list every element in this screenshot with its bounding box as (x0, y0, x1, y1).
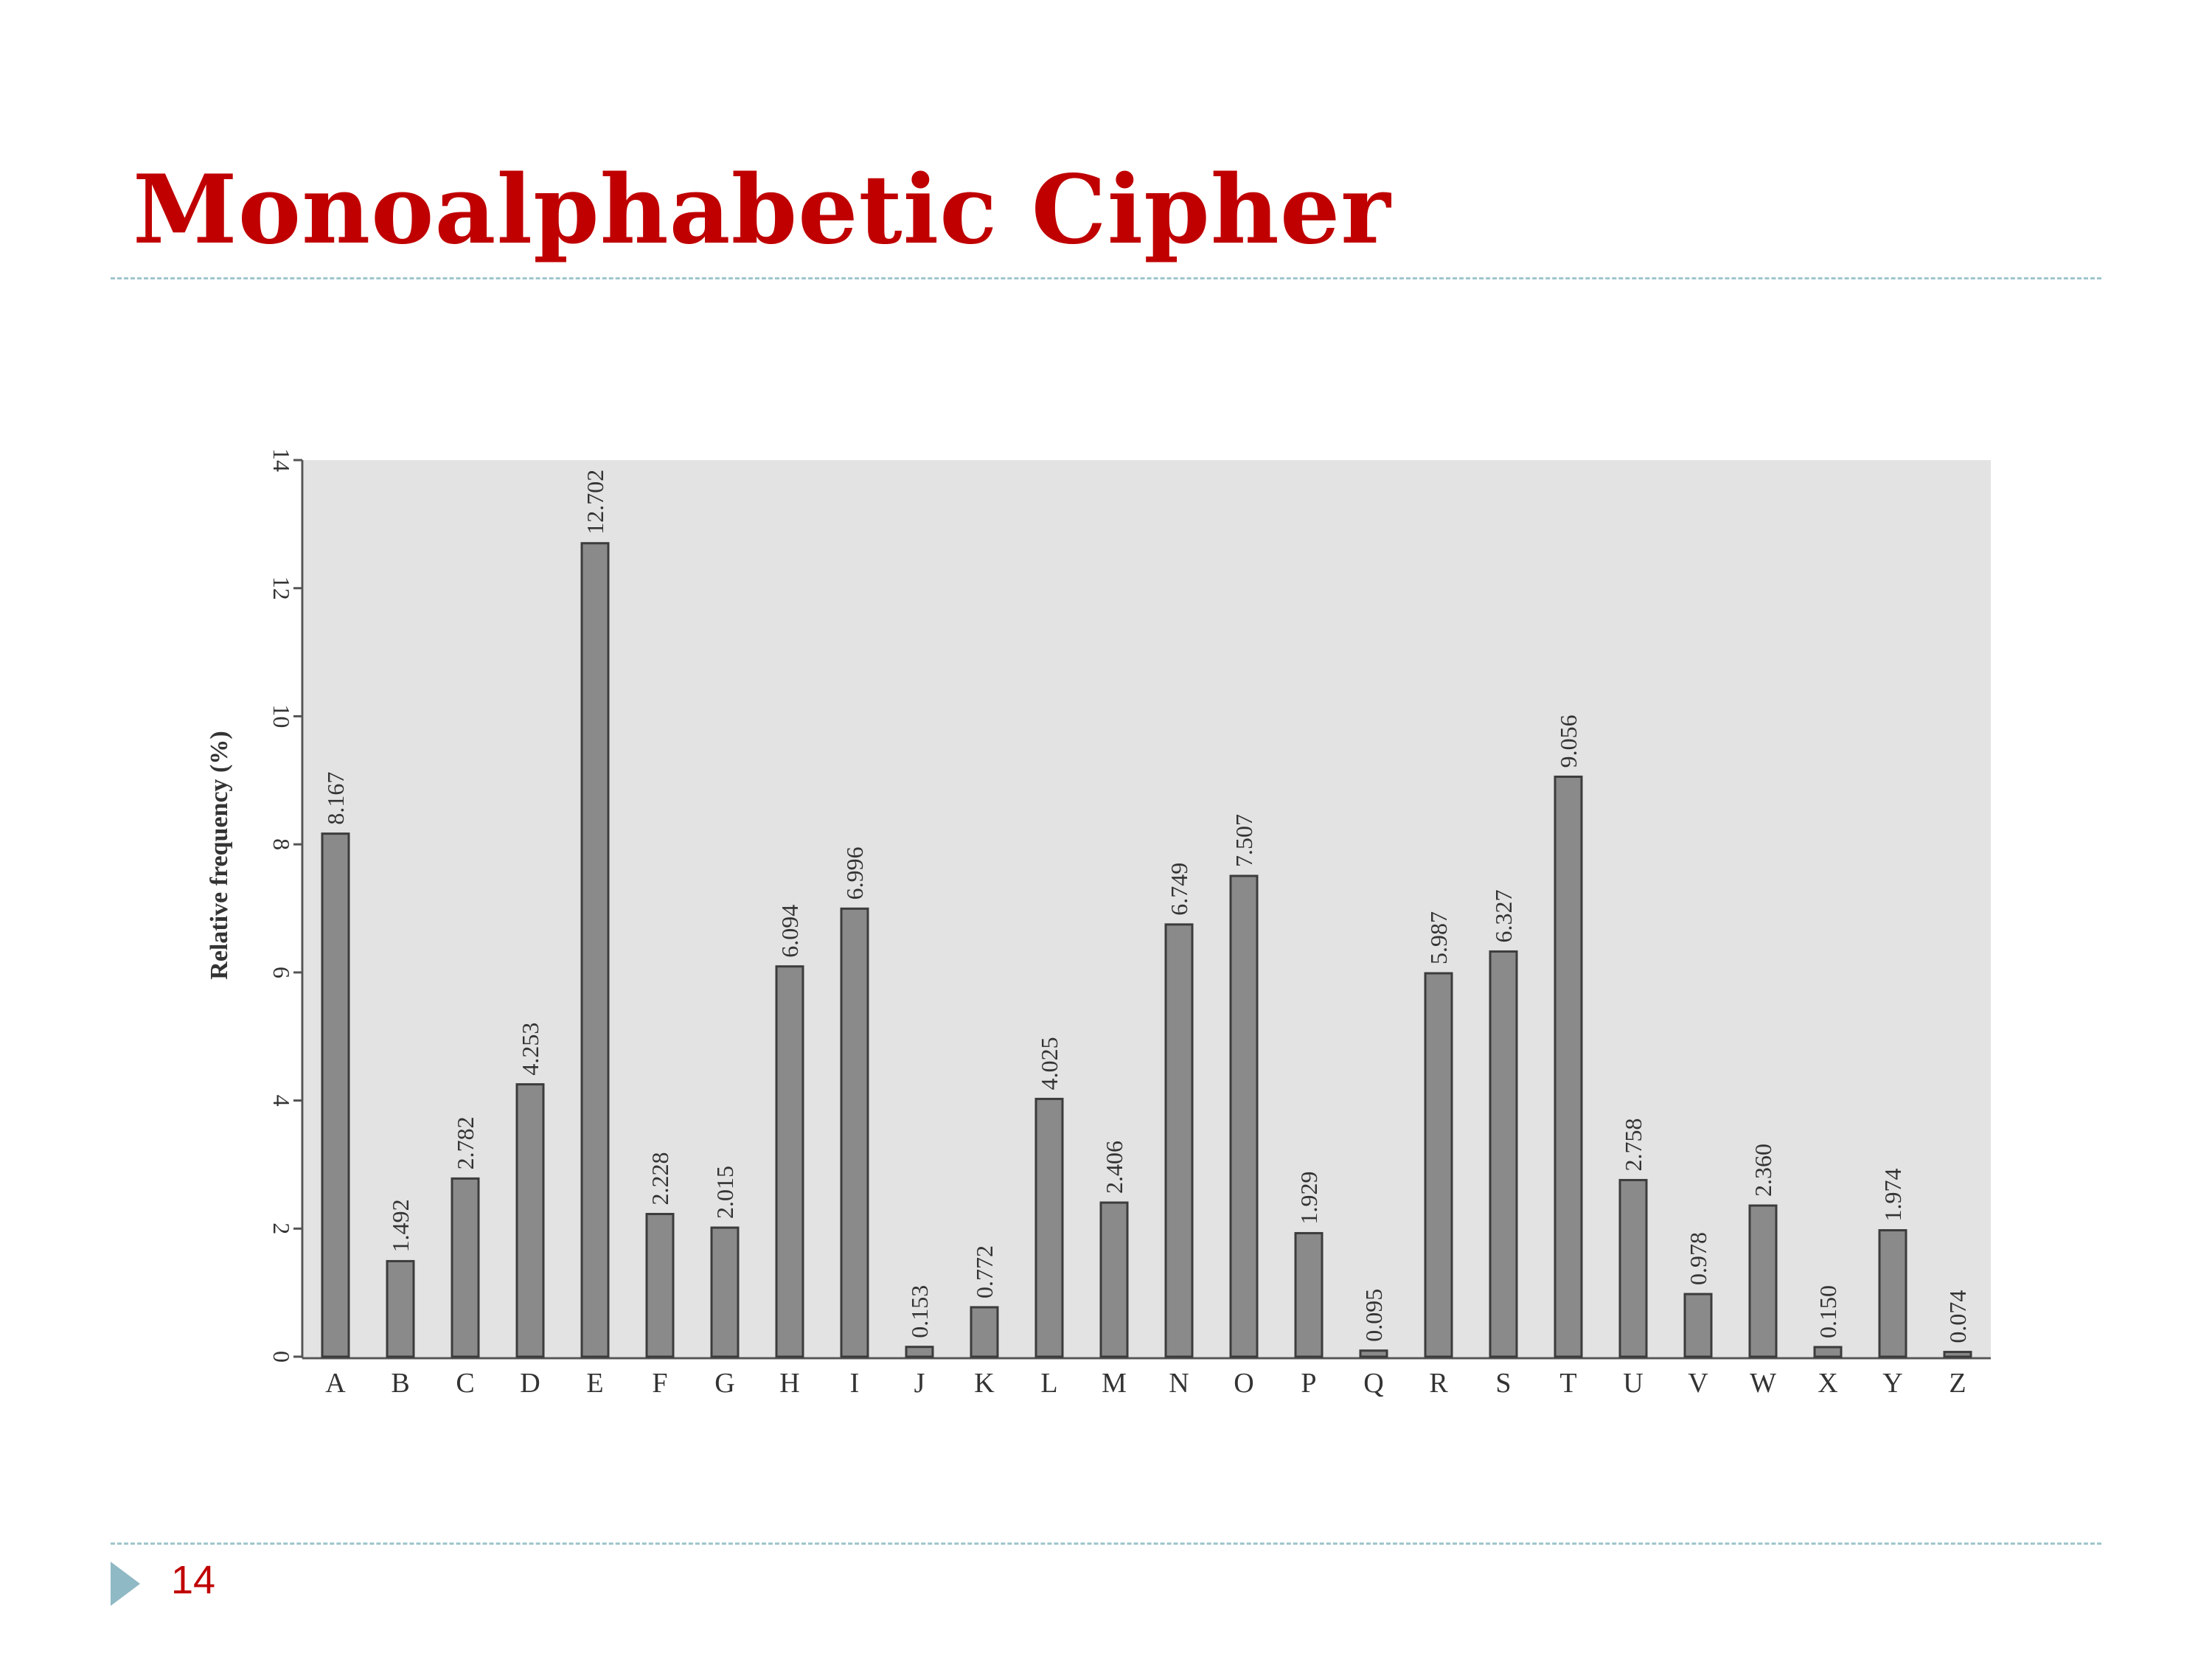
bar-r (1424, 972, 1453, 1358)
value-label: 0.978 (1685, 1232, 1711, 1285)
x-tick-label: O (1234, 1368, 1253, 1399)
value-label: 0.074 (1944, 1290, 1971, 1343)
plot-area (304, 460, 1991, 1357)
y-tick-label: 12 (268, 577, 295, 600)
bars (321, 542, 1972, 1358)
bar-k (970, 1306, 999, 1358)
bar-t (1554, 775, 1583, 1358)
x-tick-label: B (391, 1368, 409, 1399)
y-tick-label: 6 (268, 967, 295, 978)
value-label: 2.406 (1101, 1141, 1127, 1194)
value-label: 12.702 (582, 470, 608, 535)
x-tick-label: Y (1882, 1368, 1902, 1399)
value-label: 5.987 (1425, 911, 1452, 964)
footer-divider (111, 1543, 2101, 1545)
x-tick-label: R (1429, 1368, 1448, 1399)
y-tick-label: 4 (268, 1095, 295, 1107)
value-label: 6.327 (1490, 889, 1517, 942)
value-label: 1.974 (1879, 1169, 1906, 1222)
bar-f (645, 1212, 675, 1358)
bar-e (580, 542, 610, 1358)
bar-a (321, 832, 350, 1358)
bar-j (905, 1346, 934, 1358)
x-tick-label: Q (1363, 1368, 1383, 1399)
value-label: 0.772 (971, 1245, 998, 1298)
value-label: 0.153 (906, 1285, 933, 1338)
bar-i (840, 907, 869, 1358)
x-tick-label: N (1169, 1368, 1189, 1399)
value-label: 2.015 (712, 1166, 738, 1219)
slide-title: Monoalphabetic Cipher (133, 155, 1391, 265)
bar-c (451, 1177, 480, 1358)
value-label: 4.025 (1036, 1037, 1062, 1090)
x-tick-label: U (1623, 1368, 1643, 1399)
y-ticks: 0 2 4 6 8 10 12 14 (268, 448, 302, 1363)
bar-s (1489, 950, 1518, 1358)
value-label: 1.492 (387, 1199, 414, 1252)
value-label: 0.150 (1815, 1285, 1841, 1338)
value-label: 2.360 (1750, 1144, 1776, 1197)
bar-z (1943, 1351, 1972, 1358)
value-label: 2.782 (452, 1116, 479, 1169)
bar-v (1683, 1293, 1713, 1358)
x-tick-label: E (586, 1368, 603, 1399)
y-tick-label: 2 (268, 1222, 295, 1234)
bar-u (1618, 1178, 1648, 1358)
value-label: 0.095 (1360, 1289, 1387, 1342)
x-tick-label: S (1495, 1368, 1511, 1399)
x-tick-label: F (652, 1368, 667, 1399)
bar-x (1813, 1346, 1843, 1358)
value-label: 6.094 (776, 905, 803, 958)
value-label: 4.253 (517, 1023, 543, 1076)
y-tick-label: 8 (268, 838, 295, 850)
x-tick-label: M (1102, 1368, 1127, 1399)
x-ticks: A B C D E F G H I J K L M N O P Q R S T U V W X Y Z (325, 1368, 1966, 1399)
bar-p (1294, 1231, 1324, 1358)
x-tick-label: G (714, 1368, 734, 1399)
x-tick-label: J (914, 1368, 925, 1399)
x-tick-label: C (456, 1368, 474, 1399)
x-tick-label: X (1818, 1368, 1837, 1399)
value-label: 2.228 (647, 1152, 673, 1205)
y-tick-label: 10 (268, 704, 295, 728)
bar-l (1034, 1097, 1064, 1358)
value-labels: 8.167 1.492 2.782 4.253 12.702 2.228 2.015 6.09… (322, 470, 1971, 1343)
title-divider (111, 277, 2101, 279)
page-number: 14 (171, 1558, 216, 1602)
bar-y (1878, 1229, 1907, 1358)
x-tick-label: I (850, 1368, 860, 1399)
value-label: 8.167 (322, 772, 349, 825)
bar-o (1229, 874, 1259, 1358)
bar-g (710, 1226, 740, 1358)
x-tick-label: V (1688, 1368, 1708, 1399)
footer-arrow-icon (111, 1562, 140, 1606)
bar-n (1164, 923, 1194, 1358)
x-tick-label: D (520, 1368, 540, 1399)
x-tick-label: W (1750, 1368, 1776, 1399)
bar-w (1748, 1204, 1778, 1358)
bar-d (515, 1083, 545, 1358)
x-tick-label: L (1040, 1368, 1057, 1399)
value-label: 1.929 (1295, 1171, 1322, 1224)
value-label: 2.758 (1620, 1118, 1646, 1171)
bar-b (386, 1259, 415, 1358)
y-axis-label: Relative frequency (%) (206, 731, 233, 979)
y-tick-label: 14 (268, 448, 295, 472)
bar-q (1359, 1349, 1388, 1358)
value-label: 9.056 (1555, 714, 1582, 768)
value-label: 6.749 (1166, 863, 1192, 916)
x-tick-label: A (325, 1368, 346, 1399)
x-tick-label: T (1559, 1368, 1576, 1399)
y-tick-label: 0 (268, 1351, 295, 1363)
bar-h (775, 965, 804, 1358)
bar-m (1099, 1201, 1129, 1358)
value-label: 7.507 (1231, 814, 1257, 867)
value-label: 6.996 (841, 846, 868, 900)
x-tick-label: H (779, 1368, 799, 1399)
x-tick-label: Z (1949, 1368, 1966, 1399)
x-tick-label: P (1301, 1368, 1316, 1399)
x-tick-label: K (974, 1368, 995, 1399)
